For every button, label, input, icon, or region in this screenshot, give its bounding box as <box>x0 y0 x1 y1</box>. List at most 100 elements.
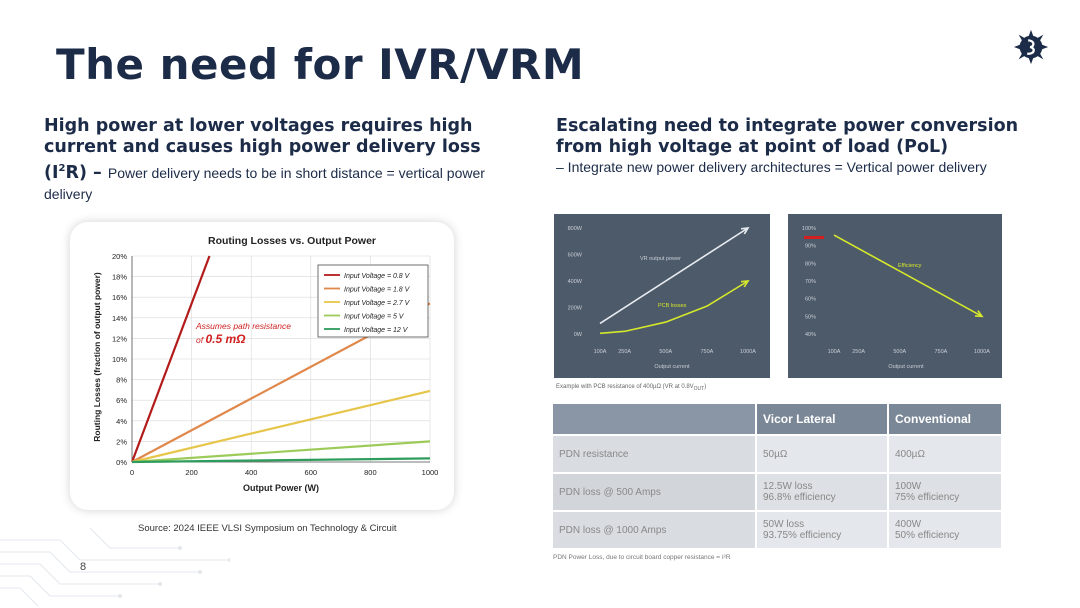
legend: Input Voltage = 0.8 V Input Voltage = 1.8… <box>317 264 429 338</box>
arrow-head <box>740 280 750 288</box>
table-row: PDN loss @ 1000 Amps 50W loss 93.75% effi… <box>553 510 1003 548</box>
vicor-value: 50µΩ <box>763 448 788 460</box>
conventional-cell: 400µΩ <box>888 434 1003 473</box>
series-label-vr: VR output power <box>640 256 681 262</box>
series-label-efficiency: Efficiency <box>898 263 922 269</box>
row-label: PDN loss @ 500 Amps <box>553 472 757 511</box>
y-tick-label: 20% <box>112 252 127 261</box>
left-heading-text-2: R) – <box>65 162 108 183</box>
vicor-cell: 50µΩ <box>756 434 889 473</box>
series-line <box>131 457 431 464</box>
series-label-pcb: PCB losses <box>658 303 687 309</box>
conventional-cell: 100W 75% efficiency <box>888 472 1003 511</box>
left-heading: High power at lower voltages requires hi… <box>44 116 524 205</box>
row-label: PDN loss @ 1000 Amps <box>553 510 757 548</box>
table-header-conventional: Conventional <box>888 404 1003 435</box>
x-tick-label: 750A <box>700 349 713 355</box>
annotation-line-1: Assumes path resistance <box>195 321 291 331</box>
x-tick-label: 500A <box>659 349 672 355</box>
series-line <box>130 255 211 463</box>
vicor-cell: 12.5W loss 96.8% efficiency <box>756 472 889 511</box>
y-tick-label: 90% <box>805 244 816 250</box>
efficiency-chart: 40% 50% 60% 70% 80% 90% 100% 100A 250A 500A 750A 10… <box>802 226 990 370</box>
arrow-head <box>974 310 984 318</box>
conventional-value: 400µΩ <box>895 448 925 460</box>
y-tick-label: 14% <box>112 314 127 323</box>
right-heading-text: Escalating need to integrate power conve… <box>556 116 1019 157</box>
x-tick-label: 250A <box>618 349 631 355</box>
series-line <box>599 280 749 335</box>
annotation-line-2: of 0.5 mΩ <box>196 332 246 346</box>
x-axis-label: Output current <box>888 364 924 370</box>
example-note: Example with PCB resistance of 400µΩ (VR… <box>556 384 706 392</box>
y-tick-label: 100% <box>802 226 816 232</box>
conventional-cell: 400W 50% efficiency <box>888 510 1003 548</box>
row-label: PDN resistance <box>553 434 757 473</box>
gear-logo-icon <box>1013 29 1049 65</box>
y-tick-label: 40% <box>805 332 816 338</box>
vicor-value-2: 96.8% efficiency <box>763 492 836 503</box>
x-tick-label: 400 <box>245 468 258 477</box>
right-heading-note: – Integrate new power delivery architect… <box>556 159 987 175</box>
example-note-end: ) <box>704 384 707 390</box>
x-axis-label: Output current <box>654 364 690 370</box>
y-tick-label: 4% <box>116 417 127 426</box>
y-tick-label: 600W <box>568 253 583 259</box>
series-line <box>599 227 749 325</box>
efficiency-marker <box>804 236 824 239</box>
slide-title: The need for IVR/VRM <box>56 40 585 89</box>
vicor-cell: 50W loss 93.75% efficiency <box>756 510 889 548</box>
table-header-empty <box>553 404 757 435</box>
y-tick-label: 80% <box>805 261 816 267</box>
legend-label: Input Voltage = 12 V <box>344 327 409 334</box>
x-tick-label: 750A <box>934 349 947 355</box>
conventional-value-2: 50% efficiency <box>895 530 960 541</box>
y-tick-label: 70% <box>805 279 816 285</box>
y-tick-label: 16% <box>112 293 127 302</box>
table-header-row: Vicor Lateral Conventional <box>553 404 1003 435</box>
y-tick-label: 18% <box>112 273 127 282</box>
example-note-sub: OUT <box>693 386 705 393</box>
x-tick-label: 1000A <box>974 349 990 355</box>
conventional-value: 100W <box>895 481 922 492</box>
x-tick-label: 1000 <box>422 468 439 477</box>
source-caption: Source: 2024 IEEE VLSI Symposium on Tech… <box>138 523 397 534</box>
table-row: PDN loss @ 500 Amps 12.5W loss 96.8% effi… <box>553 472 1003 511</box>
legend-label: Input Voltage = 2.7 V <box>344 300 411 307</box>
x-tick-label: 0 <box>130 468 134 477</box>
y-tick-label: 60% <box>805 297 816 303</box>
y-axis-label: Routing Losses (fraction of output power… <box>92 272 102 442</box>
y-tick-label: 200W <box>568 306 583 312</box>
y-tick-label: 400W <box>568 279 583 285</box>
x-tick-label: 200 <box>185 468 198 477</box>
pdn-comparison-table: Vicor Lateral Conventional PDN resistanc… <box>553 404 1003 548</box>
y-tick-label: 800W <box>568 226 583 232</box>
y-tick-label: 50% <box>805 314 816 320</box>
example-note-text: Example with PCB resistance of 400µΩ (VR… <box>556 384 694 390</box>
left-heading-text: High power at lower voltages requires hi… <box>44 116 481 183</box>
y-tick-label: 6% <box>116 396 127 405</box>
x-tick-label: 800 <box>364 468 377 477</box>
x-tick-label: 600 <box>305 468 318 477</box>
vicor-value-2: 93.75% efficiency <box>763 530 842 541</box>
table-header-vicor: Vicor Lateral <box>756 404 889 435</box>
annotation-of: of <box>196 335 205 345</box>
series-line <box>131 440 431 464</box>
vicor-value: 50W loss <box>763 519 805 530</box>
chart-title: Routing Losses vs. Output Power <box>208 235 376 247</box>
legend-label: Input Voltage = 1.8 V <box>344 286 411 293</box>
right-heading: Escalating need to integrate power conve… <box>556 116 1036 175</box>
x-tick-label: 1000A <box>740 349 756 355</box>
routing-loss-chart: Routing Losses vs. Output Power 0% 2% 4% 6%… <box>92 235 439 493</box>
y-tick-label: 12% <box>112 334 127 343</box>
x-tick-label: 250A <box>852 349 865 355</box>
routing-loss-chart-card: Routing Losses vs. Output Power 0% 2% 4% 6%… <box>70 222 454 510</box>
x-tick-label: 500A <box>893 349 906 355</box>
x-axis-label: Output Power (W) <box>243 483 319 493</box>
series-line <box>833 234 983 318</box>
legend-label: Input Voltage = 0.8 V <box>344 273 411 280</box>
series-line <box>131 389 431 464</box>
x-tick-label: 100A <box>594 349 607 355</box>
annotation-resistance: 0.5 mΩ <box>205 332 246 346</box>
